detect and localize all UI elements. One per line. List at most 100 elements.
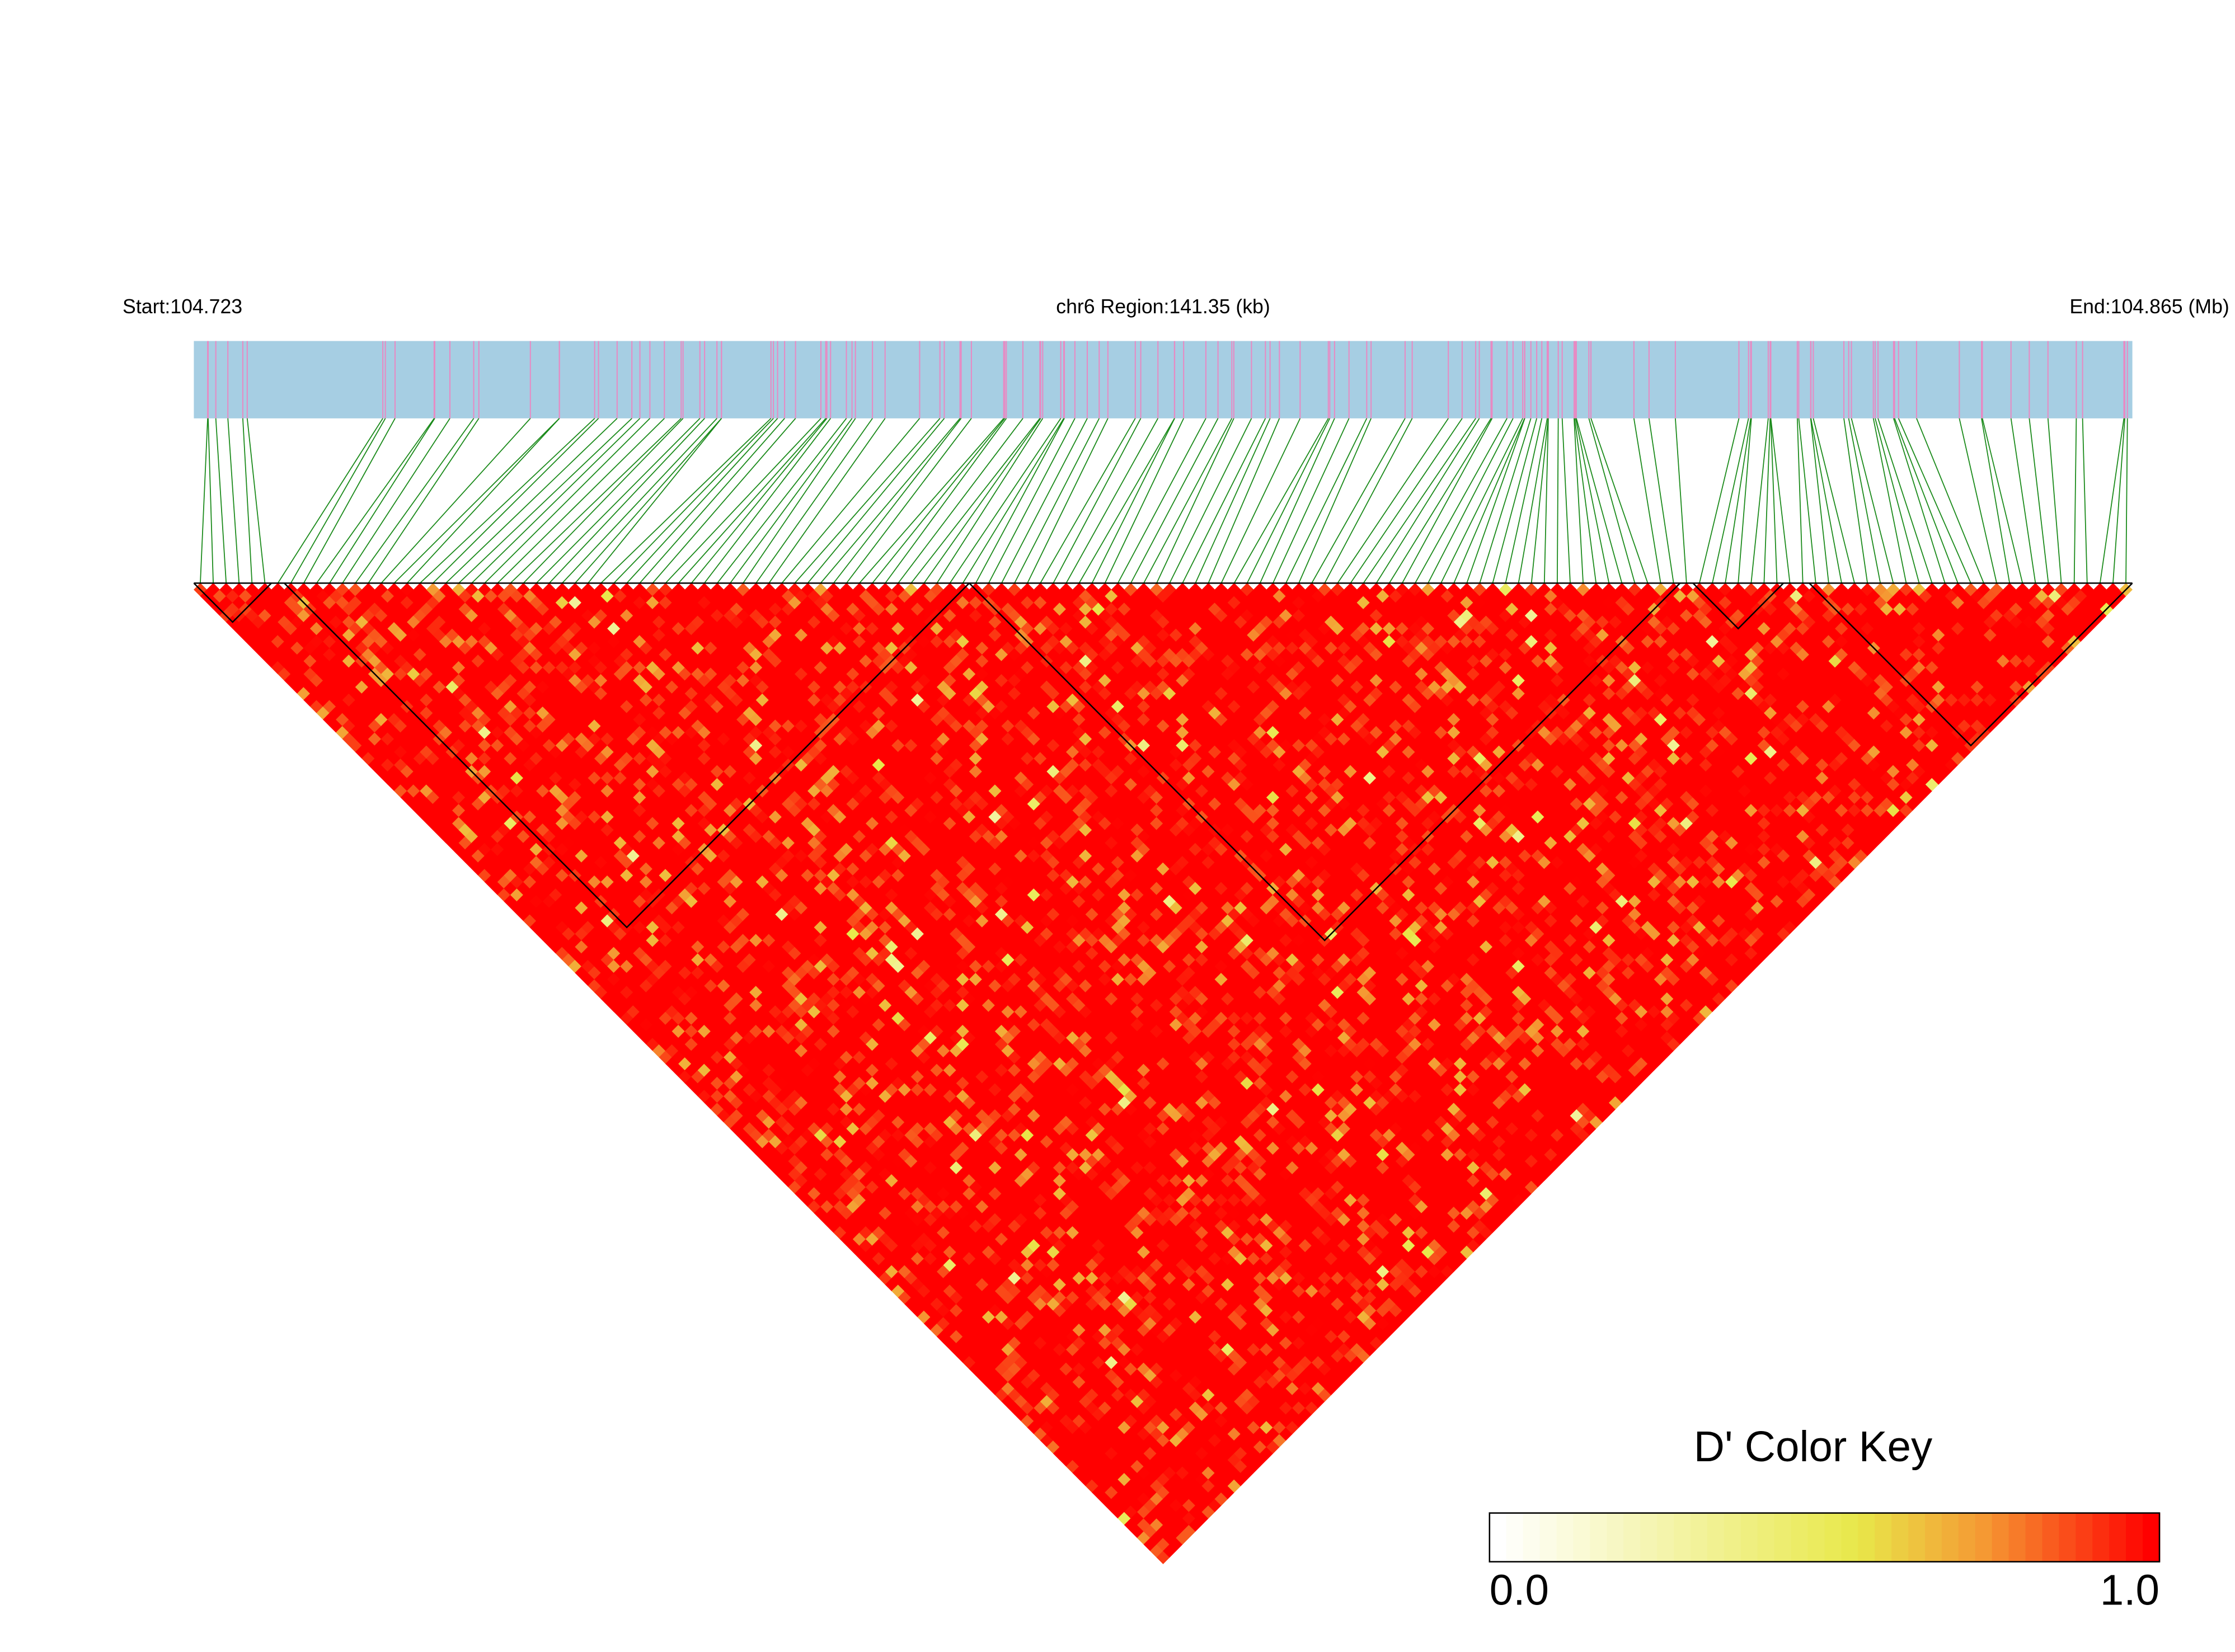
snp-link: [1195, 418, 1271, 583]
ld-cell: [982, 1284, 996, 1298]
snp-link: [2082, 418, 2088, 583]
ld-cell: [581, 830, 595, 844]
ld-cell: [245, 583, 259, 596]
ld-cell: [400, 583, 414, 596]
snp-link: [419, 418, 595, 584]
snp-link: [652, 418, 796, 583]
snp-link: [1078, 418, 1175, 583]
ld-cell: [988, 1356, 1002, 1369]
snp-link: [988, 418, 1076, 583]
snp-link: [626, 418, 778, 583]
ld-cell: [562, 823, 576, 837]
ld-cell: [309, 699, 323, 713]
ld-cell: [910, 1239, 924, 1253]
ld-cell: [1169, 1420, 1183, 1434]
ld-cell: [355, 732, 369, 746]
snp-link: [885, 418, 1007, 583]
snp-link: [368, 418, 480, 583]
ld-cell: [600, 810, 614, 824]
ld-cell: [271, 661, 285, 675]
snp-link: [1311, 418, 1406, 583]
snp-link: [1798, 418, 1816, 583]
ld-cell: [588, 771, 602, 785]
ld-cell: [271, 583, 285, 596]
ld-cell: [575, 966, 589, 980]
ld-cell: [581, 868, 595, 882]
ld-cell: [1143, 1433, 1157, 1447]
snp-link: [1169, 418, 1252, 583]
snp-link: [1259, 418, 1335, 583]
ld-cell: [600, 771, 614, 785]
ld-cell: [1240, 1453, 1254, 1467]
ld-cell: [600, 914, 614, 928]
snp-link: [859, 418, 1004, 583]
ld-cell: [1027, 1291, 1041, 1305]
snp-link: [898, 418, 1023, 583]
snp-link: [536, 418, 701, 584]
snp-link: [458, 418, 632, 584]
ld-cell: [710, 1024, 724, 1038]
snp-link: [561, 418, 717, 584]
ld-cell: [879, 1089, 892, 1103]
snp-link: [1877, 418, 1933, 583]
snp-link: [717, 418, 847, 583]
ld-cell: [1169, 1472, 1183, 1486]
snp-link: [1875, 418, 1920, 583]
snp-link: [1588, 418, 1636, 583]
snp-link: [665, 418, 821, 584]
snp-link: [1813, 418, 1855, 583]
ld-cell: [846, 1135, 860, 1149]
snp-link: [1894, 418, 1959, 583]
ld-cell: [1240, 1466, 1254, 1480]
snp-link: [1981, 418, 2011, 583]
ld-cell: [562, 719, 576, 733]
ld-cell: [1021, 1284, 1034, 1298]
ld-cell: [297, 583, 311, 596]
ld-cell: [575, 771, 589, 785]
ld-cell: [329, 667, 343, 681]
ld-cell: [988, 1343, 1002, 1357]
ld-cell: [923, 1239, 937, 1253]
ld-cell: [219, 583, 233, 596]
snp-link: [510, 418, 682, 584]
ld-cell: [879, 1102, 892, 1116]
snp-link: [1810, 418, 1842, 583]
ld-cell: [336, 583, 349, 596]
ld-cell: [969, 1284, 983, 1298]
ld-cell: [879, 1154, 892, 1168]
snp-link: [316, 418, 435, 583]
ld-cell: [879, 1037, 892, 1051]
snp-link: [820, 418, 961, 583]
snp-link: [1130, 418, 1219, 583]
ld-cell: [575, 862, 589, 876]
snp-link: [1375, 418, 1480, 583]
snp-link: [949, 418, 1062, 583]
ld-cell: [265, 654, 278, 668]
snp-link: [445, 418, 618, 584]
ld-cell: [859, 1239, 873, 1253]
snp-link: [246, 418, 266, 583]
snp-link: [523, 418, 684, 584]
ld-cell: [1111, 1284, 1125, 1298]
snp-link: [703, 418, 831, 583]
snp-link: [1298, 418, 1372, 583]
ld-cell: [1079, 1239, 1092, 1253]
snp-link: [2125, 418, 2128, 583]
ld-cell: [413, 583, 427, 596]
snp-link: [1401, 418, 1493, 583]
snp-link: [1350, 418, 1463, 583]
ld-cell: [349, 583, 363, 596]
ld-cell: [562, 875, 576, 889]
snp-link: [1143, 418, 1233, 583]
snp-link: [2047, 418, 2062, 583]
ld-cell: [1143, 1447, 1157, 1461]
snp-link: [794, 418, 941, 583]
ld-cell: [988, 1213, 1002, 1227]
snp-link: [303, 418, 396, 583]
ld-cell: [303, 615, 317, 629]
snp-link: [208, 418, 214, 583]
ld-cell: [562, 732, 576, 746]
snp-links: [200, 418, 2128, 584]
ld-cell: [600, 927, 614, 941]
